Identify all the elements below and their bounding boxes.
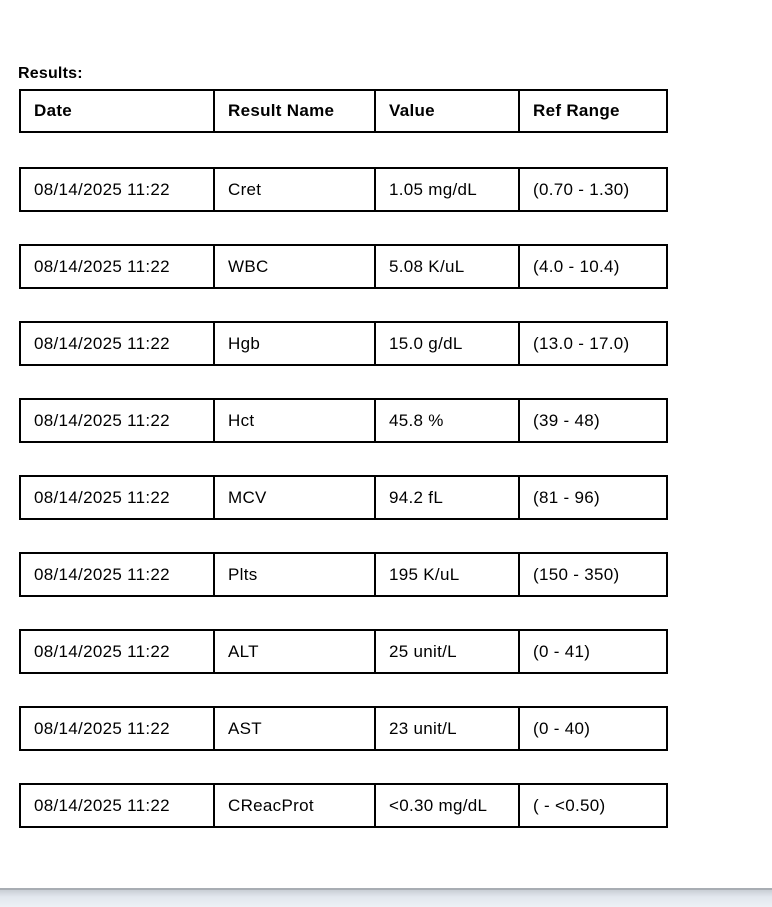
- column-header-ref-range: Ref Range: [533, 101, 620, 120]
- result-date: 08/14/2025 11:22: [21, 708, 215, 749]
- result-value: 195 K/uL: [376, 554, 520, 595]
- result-ref-range: (13.0 - 17.0): [533, 333, 630, 353]
- result-date: 08/14/2025 11:22: [21, 323, 215, 364]
- result-ref-range: ( - <0.50): [533, 795, 606, 815]
- results-table-header-row: Date Result Name Value Ref Range: [19, 89, 668, 133]
- result-name: ALT: [215, 631, 376, 672]
- table-row: 08/14/2025 11:22 WBC 5.08 K/uL (4.0 - 10…: [19, 244, 668, 289]
- table-row: 08/14/2025 11:22 MCV 94.2 fL (81 - 96): [19, 475, 668, 520]
- result-date: 08/14/2025 11:22: [21, 400, 215, 441]
- result-value: 5.08 K/uL: [376, 246, 520, 287]
- table-row: 08/14/2025 11:22 AST 23 unit/L (0 - 40): [19, 706, 668, 751]
- result-value: 45.8 %: [376, 400, 520, 441]
- results-section-title: Results:: [18, 65, 83, 82]
- result-value: 23 unit/L: [376, 708, 520, 749]
- result-name: WBC: [215, 246, 376, 287]
- result-ref-range: (0.70 - 1.30): [533, 179, 630, 199]
- result-name: Hct: [215, 400, 376, 441]
- result-ref-range: (150 - 350): [533, 564, 620, 584]
- table-row: 08/14/2025 11:22 Plts 195 K/uL (150 - 35…: [19, 552, 668, 597]
- table-row: 08/14/2025 11:22 Hct 45.8 % (39 - 48): [19, 398, 668, 443]
- result-ref-range: (0 - 40): [533, 718, 591, 738]
- table-row: 08/14/2025 11:22 CReacProt <0.30 mg/dL (…: [19, 783, 668, 828]
- result-value: 25 unit/L: [376, 631, 520, 672]
- result-ref-range: (0 - 41): [533, 641, 591, 661]
- result-value: 1.05 mg/dL: [376, 169, 520, 210]
- result-name: Cret: [215, 169, 376, 210]
- result-date: 08/14/2025 11:22: [21, 631, 215, 672]
- result-ref-range: (4.0 - 10.4): [533, 256, 620, 276]
- result-name: Hgb: [215, 323, 376, 364]
- table-row: 08/14/2025 11:22 Hgb 15.0 g/dL (13.0 - 1…: [19, 321, 668, 366]
- bottom-status-strip: [0, 888, 772, 907]
- column-header-date: Date: [21, 91, 215, 131]
- result-value: 94.2 fL: [376, 477, 520, 518]
- result-ref-range: (39 - 48): [533, 410, 600, 430]
- result-name: AST: [215, 708, 376, 749]
- result-value: <0.30 mg/dL: [376, 785, 520, 826]
- result-name: CReacProt: [215, 785, 376, 826]
- result-date: 08/14/2025 11:22: [21, 246, 215, 287]
- table-row: 08/14/2025 11:22 ALT 25 unit/L (0 - 41): [19, 629, 668, 674]
- result-ref-range: (81 - 96): [533, 487, 600, 507]
- result-name: MCV: [215, 477, 376, 518]
- result-date: 08/14/2025 11:22: [21, 477, 215, 518]
- result-name: Plts: [215, 554, 376, 595]
- column-header-value: Value: [376, 91, 520, 131]
- result-value: 15.0 g/dL: [376, 323, 520, 364]
- result-date: 08/14/2025 11:22: [21, 169, 215, 210]
- result-date: 08/14/2025 11:22: [21, 554, 215, 595]
- column-header-result-name: Result Name: [215, 91, 376, 131]
- result-date: 08/14/2025 11:22: [21, 785, 215, 826]
- table-row: 08/14/2025 11:22 Cret 1.05 mg/dL (0.70 -…: [19, 167, 668, 212]
